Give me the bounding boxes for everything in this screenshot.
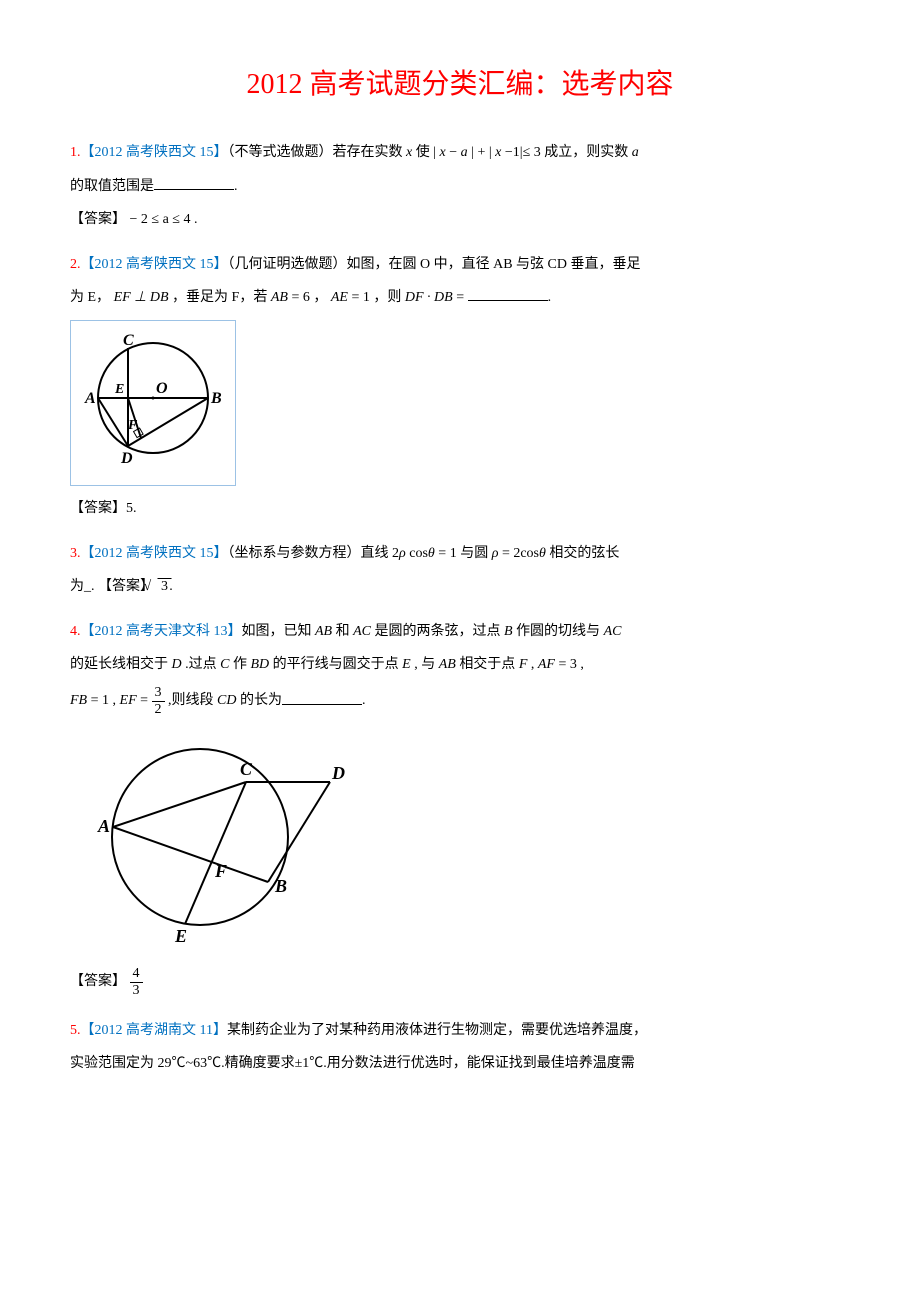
page-title: 2012 高考试题分类汇编：选考内容 xyxy=(70,60,850,110)
problem-source: 【2012 高考陕西文 15】 xyxy=(81,145,228,160)
math-var: F xyxy=(519,657,528,672)
body-text: ,则线段 xyxy=(168,694,214,709)
problem-source: 【2012 高考陕西文 15】 xyxy=(81,546,228,561)
math-var: CD xyxy=(217,694,236,709)
body-text: 作 xyxy=(233,657,247,672)
body-text: 相交的弦长 xyxy=(549,546,619,561)
answer-label: 【答案】 xyxy=(70,975,126,990)
body-text: 如图，已知 xyxy=(242,624,312,639)
body-text: , xyxy=(113,694,120,709)
body-text: 作圆的切线与 xyxy=(516,624,600,639)
body-text: （几何证明选做题）如图，在圆 O 中，直径 AB 与弦 CD 垂直，垂足 xyxy=(228,257,641,272)
fraction: 32 xyxy=(152,685,165,717)
answer-fraction: 43 xyxy=(130,966,143,998)
problem-5: 5.【2012 高考湖南文 11】某制药企业为了对某种药用液体进行生物测定，需要… xyxy=(70,1018,850,1076)
svg-text:F: F xyxy=(214,861,227,881)
math-var: AB xyxy=(439,657,456,672)
body-text: 的延长线相交于 xyxy=(70,657,168,672)
math-expr: ρ = 2cosθ xyxy=(492,546,546,561)
math-var: C xyxy=(220,657,229,672)
math-expr: AE xyxy=(331,290,348,305)
math-var: x xyxy=(406,145,412,160)
body-text: 使 xyxy=(416,145,430,160)
body-text: 的长为 xyxy=(240,694,282,709)
problem-number: 1. xyxy=(70,145,81,160)
circle-diagram-icon: C A B E O F D xyxy=(73,323,233,473)
math-expr: FB xyxy=(70,694,87,709)
answer-value: − 2 ≤ a ≤ 4 . xyxy=(130,212,198,227)
math-var: B xyxy=(504,624,513,639)
body-text: .过点 xyxy=(185,657,217,672)
math-expr: AB xyxy=(271,290,288,305)
math-var: AC xyxy=(353,624,371,639)
blank-line xyxy=(282,690,362,705)
body-text: 和 xyxy=(336,624,350,639)
svg-text:A: A xyxy=(97,816,110,836)
body-text: 的取值范围是 xyxy=(70,179,154,194)
svg-text:E: E xyxy=(174,926,187,946)
body-text: 相交于点 xyxy=(459,657,515,672)
svg-text:D: D xyxy=(120,450,133,467)
svg-text:A: A xyxy=(84,390,96,407)
math-expr: EF ⊥ DB xyxy=(114,290,169,305)
problem-number: 3. xyxy=(70,546,81,561)
problem-2: 2.【2012 高考陕西文 15】（几何证明选做题）如图，在圆 O 中，直径 A… xyxy=(70,252,850,521)
svg-text:C: C xyxy=(123,332,134,349)
blank-line xyxy=(154,175,234,190)
problem-1: 1.【2012 高考陕西文 15】（不等式选做题）若存在实数 x 使 | x −… xyxy=(70,140,850,232)
math-expr: AF xyxy=(538,657,555,672)
svg-text:F: F xyxy=(127,418,138,433)
problem-number: 2. xyxy=(70,257,81,272)
svg-text:B: B xyxy=(210,390,222,407)
body-text: 为 E， xyxy=(70,290,110,305)
body-text: 的平行线与圆交于点 xyxy=(273,657,399,672)
math-var: AB xyxy=(315,624,332,639)
body-text: 为_. xyxy=(70,579,95,594)
body-text: 成立，则实数 xyxy=(544,145,628,160)
math-var: AC xyxy=(604,624,622,639)
body-text: 与圆 xyxy=(460,546,488,561)
svg-text:C: C xyxy=(240,759,253,779)
answer-label: 【答案】 xyxy=(70,212,126,227)
figure-circle-1: C A B E O F D xyxy=(70,320,236,485)
body-text: 实验范围定为 29℃~63℃.精确度要求±1℃.用分数法进行优选时，能保证找到最… xyxy=(70,1056,635,1071)
body-text: 某制药企业为了对某种药用液体进行生物测定，需要优选培养温度， xyxy=(227,1023,647,1038)
answer-label: 【答案】 xyxy=(70,501,126,516)
problem-4: 4.【2012 高考天津文科 13】如图，已知 AB 和 AC 是圆的两条弦，过… xyxy=(70,619,850,998)
body-text: ，垂足为 F，若 xyxy=(172,290,267,305)
body-text: （坐标系与参数方程）直线 xyxy=(228,546,389,561)
body-text: （不等式选做题）若存在实数 xyxy=(228,145,403,160)
problem-number: 5. xyxy=(70,1023,81,1038)
svg-text:E: E xyxy=(114,382,124,397)
math-var: a xyxy=(632,145,639,160)
circle-diagram-icon: A B C D E F xyxy=(70,727,350,947)
body-text: , 与 xyxy=(414,657,435,672)
problem-3: 3.【2012 高考陕西文 15】（坐标系与参数方程）直线 2ρ cosθ = … xyxy=(70,541,850,599)
blank-line xyxy=(468,286,548,301)
answer-value: 5. xyxy=(126,501,137,516)
problem-source: 【2012 高考天津文科 13】 xyxy=(81,624,242,639)
svg-text:B: B xyxy=(274,876,287,896)
math-var: BD xyxy=(250,657,269,672)
body-text: , xyxy=(531,657,538,672)
body-text: 是圆的两条弦，过点 xyxy=(375,624,501,639)
body-text: ，则 xyxy=(373,290,401,305)
problem-source: 【2012 高考湖南文 11】 xyxy=(81,1023,227,1038)
math-expr: 2ρ cosθ = 1 xyxy=(392,546,457,561)
body-text: ， xyxy=(313,290,327,305)
svg-text:O: O xyxy=(156,380,168,397)
math-expr: EF xyxy=(120,694,137,709)
svg-text:D: D xyxy=(331,763,345,783)
math-var: D xyxy=(172,657,182,672)
problem-source: 【2012 高考陕西文 15】 xyxy=(81,257,228,272)
problem-number: 4. xyxy=(70,624,81,639)
math-var: E xyxy=(402,657,411,672)
figure-circle-2: A B C D E F xyxy=(70,727,850,956)
math-expr: DF · DB xyxy=(405,290,453,305)
math-expr: | x − a | + | x −1|≤ 3 xyxy=(433,145,541,160)
